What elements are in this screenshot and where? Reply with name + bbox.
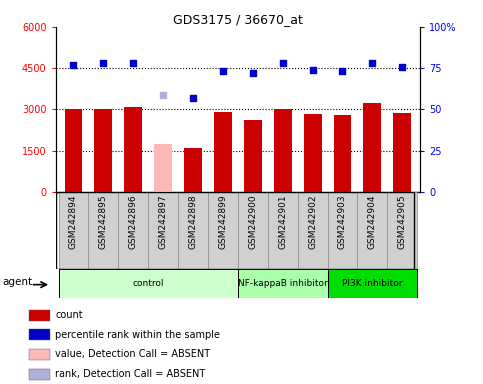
Point — [279, 60, 286, 66]
Point — [339, 68, 346, 74]
Bar — [327, 192, 357, 269]
Text: GSM242894: GSM242894 — [69, 194, 78, 249]
Text: count: count — [55, 310, 83, 320]
Bar — [28, 349, 50, 360]
Bar — [244, 121, 262, 192]
Point — [219, 68, 227, 74]
Text: NF-kappaB inhibitor: NF-kappaB inhibitor — [238, 279, 327, 288]
Text: GSM242904: GSM242904 — [368, 194, 377, 249]
Text: GSM242896: GSM242896 — [129, 194, 138, 249]
FancyBboxPatch shape — [327, 269, 417, 298]
Bar — [268, 192, 298, 269]
FancyBboxPatch shape — [58, 269, 238, 298]
Bar — [148, 192, 178, 269]
Bar — [184, 148, 202, 192]
Bar — [88, 192, 118, 269]
Text: agent: agent — [3, 277, 33, 287]
Text: GSM242900: GSM242900 — [248, 194, 257, 249]
Bar — [28, 369, 50, 379]
Text: GSM242901: GSM242901 — [278, 194, 287, 249]
Bar — [393, 113, 411, 192]
Text: percentile rank within the sample: percentile rank within the sample — [55, 330, 220, 340]
Bar — [214, 112, 232, 192]
Text: control: control — [132, 279, 164, 288]
Text: rank, Detection Call = ABSENT: rank, Detection Call = ABSENT — [55, 369, 205, 379]
Bar — [357, 192, 387, 269]
Bar — [178, 192, 208, 269]
Bar — [58, 192, 88, 269]
Title: GDS3175 / 36670_at: GDS3175 / 36670_at — [173, 13, 303, 26]
Text: GSM242902: GSM242902 — [308, 194, 317, 249]
Bar — [28, 329, 50, 340]
Point — [159, 91, 167, 98]
Point — [70, 62, 77, 68]
Point — [189, 95, 197, 101]
Text: GSM242905: GSM242905 — [398, 194, 407, 249]
Text: value, Detection Call = ABSENT: value, Detection Call = ABSENT — [55, 349, 211, 359]
Point — [369, 60, 376, 66]
Bar — [124, 107, 142, 192]
Bar — [304, 114, 322, 192]
Point — [398, 63, 406, 70]
Bar — [298, 192, 327, 269]
Bar — [387, 192, 417, 269]
FancyBboxPatch shape — [238, 269, 327, 298]
Bar — [238, 192, 268, 269]
Point — [129, 60, 137, 66]
Text: PI3K inhibitor: PI3K inhibitor — [342, 279, 403, 288]
Text: GSM242898: GSM242898 — [188, 194, 198, 249]
Point — [99, 60, 107, 66]
Bar — [363, 103, 382, 192]
Bar — [65, 109, 83, 192]
Text: GSM242903: GSM242903 — [338, 194, 347, 249]
Point — [249, 70, 256, 76]
Bar — [118, 192, 148, 269]
Text: GSM242897: GSM242897 — [158, 194, 168, 249]
Text: GSM242899: GSM242899 — [218, 194, 227, 249]
Text: GSM242895: GSM242895 — [99, 194, 108, 249]
Bar — [274, 109, 292, 192]
Bar — [28, 310, 50, 321]
Bar — [154, 144, 172, 192]
Bar — [208, 192, 238, 269]
Point — [309, 67, 316, 73]
Bar — [94, 109, 113, 192]
Bar — [334, 115, 352, 192]
